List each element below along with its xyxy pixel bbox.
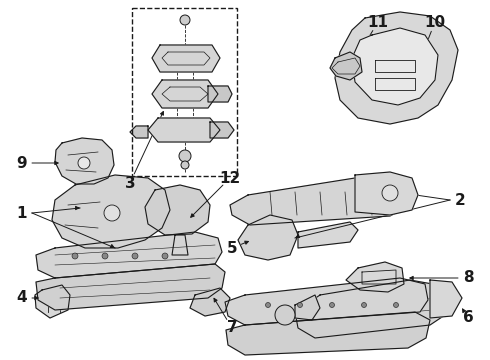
Polygon shape: [330, 52, 362, 80]
Polygon shape: [230, 178, 408, 225]
Circle shape: [180, 15, 190, 25]
Text: 3: 3: [124, 176, 135, 190]
Polygon shape: [298, 222, 358, 248]
Circle shape: [179, 150, 191, 162]
Polygon shape: [238, 215, 298, 260]
Circle shape: [78, 157, 90, 169]
Polygon shape: [190, 288, 230, 316]
Polygon shape: [52, 175, 170, 248]
Text: 11: 11: [368, 14, 389, 30]
Polygon shape: [130, 126, 148, 138]
Circle shape: [362, 302, 367, 307]
Text: 8: 8: [463, 270, 473, 285]
Circle shape: [266, 302, 270, 307]
Circle shape: [72, 253, 78, 259]
Circle shape: [329, 302, 335, 307]
Polygon shape: [36, 232, 222, 278]
Polygon shape: [352, 28, 438, 105]
Polygon shape: [145, 185, 210, 235]
Polygon shape: [335, 12, 458, 124]
Polygon shape: [295, 280, 450, 338]
Polygon shape: [430, 280, 462, 318]
Circle shape: [181, 161, 189, 169]
Text: 4: 4: [17, 291, 27, 306]
Polygon shape: [355, 172, 418, 215]
Polygon shape: [295, 295, 320, 320]
Text: 2: 2: [455, 193, 466, 207]
Polygon shape: [210, 122, 234, 138]
Polygon shape: [148, 118, 220, 142]
Circle shape: [297, 302, 302, 307]
Circle shape: [104, 205, 120, 221]
Polygon shape: [152, 80, 218, 108]
Polygon shape: [208, 86, 232, 102]
Polygon shape: [55, 138, 114, 184]
Text: 9: 9: [17, 156, 27, 171]
Text: 1: 1: [17, 206, 27, 220]
Bar: [132, 8, 237, 176]
Circle shape: [382, 185, 398, 201]
Circle shape: [275, 305, 295, 325]
Text: 12: 12: [220, 171, 241, 185]
Polygon shape: [226, 312, 430, 355]
Polygon shape: [36, 264, 225, 310]
Circle shape: [162, 253, 168, 259]
Text: 7: 7: [227, 320, 237, 336]
Circle shape: [393, 302, 398, 307]
Polygon shape: [346, 262, 404, 292]
Polygon shape: [35, 285, 70, 318]
Circle shape: [102, 253, 108, 259]
Text: 5: 5: [227, 240, 237, 256]
Text: 10: 10: [424, 14, 445, 30]
Text: 6: 6: [463, 310, 473, 325]
Circle shape: [132, 253, 138, 259]
Polygon shape: [225, 278, 428, 325]
Polygon shape: [172, 235, 188, 255]
Polygon shape: [152, 45, 220, 72]
